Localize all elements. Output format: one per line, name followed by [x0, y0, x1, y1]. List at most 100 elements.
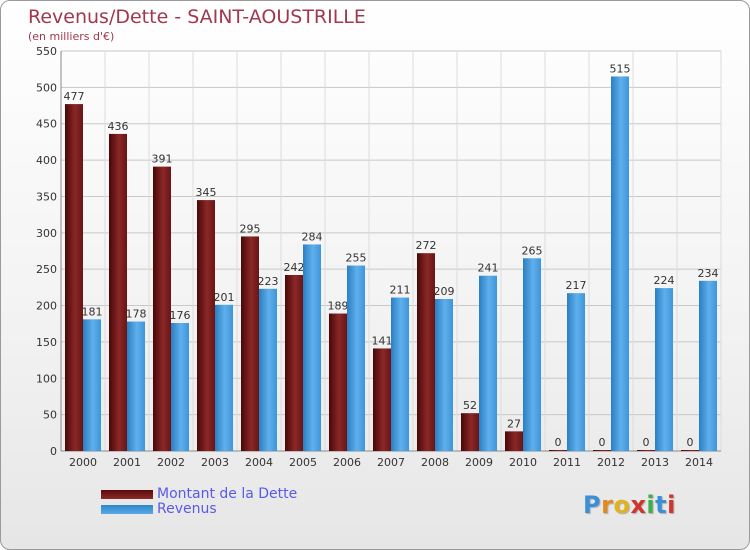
bar-revenus [611, 76, 629, 452]
x-tick-label: 2014 [685, 456, 713, 469]
value-label-dette: 391 [152, 153, 173, 166]
legend-label-revenus: Revenus [157, 501, 217, 517]
logo-letter: P [583, 491, 602, 519]
bar-revenus [567, 293, 585, 451]
bar-dette [637, 450, 655, 451]
y-tick-label: 500 [36, 81, 57, 94]
bar-revenus [479, 275, 497, 451]
x-tick-label: 2008 [421, 456, 449, 469]
bar-revenus [699, 280, 717, 451]
logo-letter: o [613, 491, 631, 519]
value-label-revenus: 223 [258, 275, 279, 288]
bar-revenus [83, 319, 101, 451]
y-tick-label: 200 [36, 300, 57, 313]
value-label-revenus: 217 [566, 279, 587, 292]
value-label-revenus: 201 [214, 291, 235, 304]
bar-dette [329, 313, 347, 451]
value-label-dette: 345 [196, 186, 217, 199]
x-tick-label: 2006 [333, 456, 361, 469]
legend-swatch-revenus [101, 505, 153, 514]
value-label-revenus: 224 [654, 274, 675, 287]
value-label-dette: 27 [507, 417, 521, 430]
bar-dette [241, 236, 259, 451]
value-label-revenus: 234 [698, 267, 719, 280]
bar-dette [461, 413, 479, 451]
value-label-dette: 0 [687, 436, 694, 449]
bar-dette [197, 200, 215, 451]
value-label-revenus: 265 [522, 244, 543, 257]
x-tick-label: 2007 [377, 456, 405, 469]
value-label-revenus: 211 [390, 284, 411, 297]
logo-letter: i [646, 491, 656, 519]
logo-letter: r [601, 491, 614, 519]
value-label-dette: 52 [463, 399, 477, 412]
x-tick-label: 2000 [69, 456, 97, 469]
value-label-dette: 0 [555, 436, 562, 449]
x-tick-label: 2001 [113, 456, 141, 469]
bar-dette [65, 104, 83, 451]
y-tick-label: 450 [36, 118, 57, 131]
value-label-dette: 436 [108, 120, 129, 133]
y-tick-label: 250 [36, 263, 57, 276]
value-label-revenus: 176 [170, 309, 191, 322]
y-tick-label: 150 [36, 336, 57, 349]
bar-revenus [655, 288, 673, 451]
bar-revenus [347, 265, 365, 451]
bar-dette [153, 166, 171, 452]
value-label-dette: 189 [328, 300, 349, 313]
value-label-dette: 477 [64, 90, 85, 103]
logo-letter: i [667, 491, 676, 519]
y-tick-label: 50 [43, 409, 57, 422]
y-tick-label: 0 [50, 445, 57, 458]
proxiti-logo: Proxiti [583, 491, 676, 519]
value-label-revenus: 178 [126, 308, 147, 321]
bar-revenus [215, 304, 233, 451]
y-tick-label: 300 [36, 227, 57, 240]
value-label-dette: 0 [643, 436, 650, 449]
chart-subtitle: (en milliers d'€) [28, 30, 115, 43]
chart-title: Revenus/Dette - SAINT-AOUSTRILLE [28, 6, 366, 28]
value-label-dette: 272 [416, 239, 437, 252]
bar-revenus [391, 297, 409, 451]
bar-revenus [259, 288, 277, 451]
legend-swatch-dette [101, 490, 153, 499]
x-tick-label: 2012 [597, 456, 625, 469]
value-label-dette: 295 [240, 222, 261, 235]
x-tick-label: 2005 [289, 456, 317, 469]
logo-letter: x [630, 491, 647, 519]
legend-label-dette: Montant de la Dette [157, 486, 298, 502]
bar-dette [417, 253, 435, 451]
bar-dette [549, 450, 567, 451]
bar-revenus [171, 323, 189, 451]
logo-letter: t [655, 491, 668, 519]
value-label-revenus: 515 [610, 62, 631, 75]
x-tick-label: 2011 [553, 456, 581, 469]
value-label-revenus: 255 [346, 252, 367, 265]
bar-revenus [435, 299, 453, 451]
bar-dette [109, 133, 127, 451]
bar-revenus [523, 258, 541, 451]
bar-dette [373, 348, 391, 451]
x-tick-label: 2009 [465, 456, 493, 469]
y-tick-label: 350 [36, 190, 57, 203]
value-label-revenus: 241 [478, 262, 499, 275]
value-label-dette: 242 [284, 261, 305, 274]
x-tick-label: 2010 [509, 456, 537, 469]
y-tick-label: 400 [36, 154, 57, 167]
bar-dette [285, 275, 303, 451]
x-tick-label: 2004 [245, 456, 273, 469]
x-tick-label: 2002 [157, 456, 185, 469]
x-tick-label: 2003 [201, 456, 229, 469]
bar-revenus [127, 321, 145, 451]
value-label-revenus: 181 [82, 305, 103, 318]
y-tick-label: 100 [36, 372, 57, 385]
bar-revenus [303, 244, 321, 451]
value-label-revenus: 209 [434, 285, 455, 298]
y-tick-label: 550 [36, 45, 57, 58]
value-label-revenus: 284 [302, 230, 323, 243]
value-label-dette: 141 [372, 334, 393, 347]
bar-dette [505, 431, 523, 451]
bar-dette [681, 450, 699, 451]
